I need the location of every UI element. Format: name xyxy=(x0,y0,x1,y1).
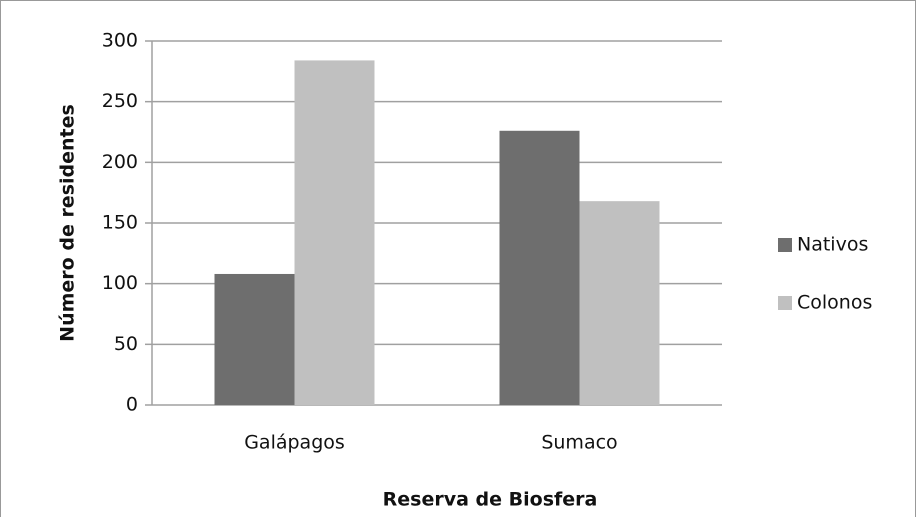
legend-label: Colonos xyxy=(797,292,872,314)
bar xyxy=(294,60,375,406)
x-axis-title: Reserva de Biosfera xyxy=(383,489,598,511)
y-tick-label: 250 xyxy=(102,90,138,112)
x-tick-label: Galápagos xyxy=(244,432,345,454)
y-tick-label: 300 xyxy=(102,30,138,52)
y-tick-label: 50 xyxy=(114,333,138,355)
y-tick-label: 100 xyxy=(102,272,138,294)
y-tick-label: 150 xyxy=(102,212,138,234)
y-tick-label: 0 xyxy=(126,394,138,416)
y-tick-label: 200 xyxy=(102,151,138,173)
y-axis-title: Número de residentes xyxy=(57,104,79,342)
bar xyxy=(499,130,580,405)
x-tick-label: Sumaco xyxy=(541,432,617,454)
bar xyxy=(579,201,660,405)
legend-swatch xyxy=(778,296,792,310)
legend-label: Nativos xyxy=(797,234,868,256)
legend-swatch xyxy=(778,238,792,252)
bar xyxy=(214,273,295,405)
